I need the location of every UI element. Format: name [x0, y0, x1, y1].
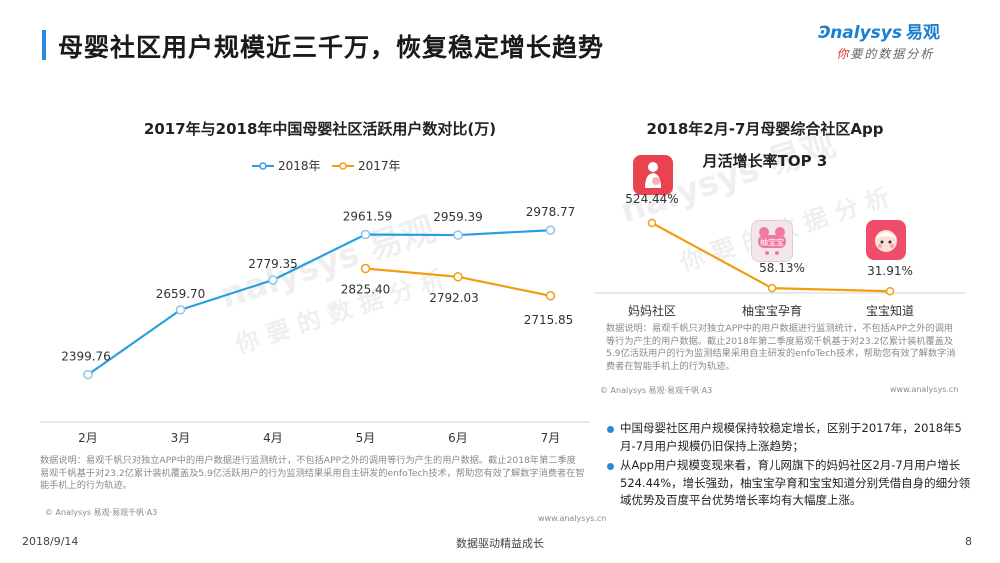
data-label: 2715.85	[524, 313, 574, 327]
baobao-zhidao-app-icon	[866, 220, 906, 260]
x-tick-label: 柚宝宝孕育	[742, 303, 802, 318]
right-chart-title-line1: 2018年2月-7月母婴综合社区App	[646, 120, 884, 138]
left-chart-title: 2017年与2018年中国母婴社区活跃用户数对比(万)	[143, 120, 497, 138]
left-line-chart: 2月 3月 4月 5月 6月 7月 2018年 2017年 2399.76 2659.70 2779…	[40, 159, 590, 445]
insight-bullets: 中国母婴社区用户规模保持较稳定增长，区别于2017年，2018年5月-7月用户规…	[606, 420, 978, 512]
data-label: 2779.35	[248, 257, 298, 271]
data-point	[453, 230, 463, 240]
x-tick-label: 妈妈社区	[628, 303, 676, 318]
logo-tagline-accent: 你	[836, 47, 851, 61]
growth-line	[651, 222, 891, 293]
left-source: © Analysys 易观·易观千帆·A3	[45, 508, 158, 517]
data-point	[647, 218, 657, 228]
data-point	[83, 369, 93, 380]
x-tick-label: 7月	[541, 431, 561, 445]
data-point	[360, 229, 371, 240]
logo-en: nalysys	[830, 23, 902, 43]
data-label: 2399.76	[61, 350, 111, 364]
footer-slogan: 数据驱动精益成长	[456, 537, 544, 550]
right-source: © Analysys 易观·易观千帆·A3	[600, 386, 713, 395]
insight-bullet: 中国母婴社区用户规模保持较稳定增长，区别于2017年，2018年5月-7月用户规…	[606, 420, 978, 455]
right-chart-title-line2: 月活增长率TOP 3	[702, 152, 828, 170]
data-point	[545, 225, 556, 235]
x-tick-label: 6月	[448, 431, 468, 445]
page-number: 8	[965, 535, 972, 548]
data-label: 2659.70	[156, 287, 206, 301]
x-tick-label: 4月	[263, 431, 283, 445]
series-line-2018年	[87, 229, 551, 376]
x-tick-label: 3月	[171, 431, 191, 445]
logo-tagline: 要的数据分析	[850, 47, 935, 61]
youbaobao-icon-text: 柚宝宝	[760, 237, 784, 247]
x-tick-label: 5月	[356, 431, 376, 445]
data-label: 2792.03	[429, 291, 479, 305]
legend-swatch-marker	[259, 162, 267, 170]
footer-date: 2018/9/14	[22, 535, 79, 548]
data-label: 2959.39	[433, 210, 483, 224]
data-point	[885, 286, 895, 296]
data-label: 31.91%	[867, 264, 913, 278]
mama-app-icon	[633, 155, 673, 195]
data-label: 524.44%	[625, 192, 678, 206]
logo-a-icon: Ꜿ	[818, 23, 831, 43]
x-tick-label: 宝宝知道	[866, 304, 914, 318]
data-point	[175, 305, 186, 315]
data-point	[545, 291, 556, 301]
data-point	[453, 272, 463, 282]
data-label: 2961.59	[343, 210, 393, 224]
right-source-url: www.analysys.cn	[890, 385, 959, 394]
legend-swatch-marker	[339, 162, 347, 170]
logo-cn: 易观	[906, 23, 940, 43]
right-chart-note: 数据说明：易观千帆只对独立APP中的用户数据进行监测统计，不包括APP之外的调用…	[606, 323, 956, 372]
left-source-url: www.analysys.cn	[538, 514, 607, 523]
data-point	[268, 275, 278, 285]
right-line-chart: 妈妈社区 柚宝宝孕育 宝宝知道 524.44% 58.13% 31.91%	[595, 192, 965, 318]
legend-label: 2017年	[358, 159, 401, 173]
legend-label: 2018年	[278, 159, 321, 173]
x-tick-label: 2月	[78, 431, 98, 445]
data-label: 2978.77	[526, 205, 576, 219]
page-title: 母婴社区用户规模近三千万，恢复稳定增长趋势	[58, 33, 605, 62]
data-label: 58.13%	[759, 261, 805, 275]
title-accent-bar	[42, 30, 46, 60]
youbaobao-app-icon: 柚宝宝	[751, 220, 793, 262]
data-point	[767, 283, 777, 293]
analysys-logo: Ꜿnalysys 易观 你要的数据分析	[818, 18, 940, 62]
data-label: 2825.40	[341, 282, 391, 296]
data-point	[360, 263, 371, 274]
left-chart-note: 数据说明：易观千帆只对独立APP中的用户数据进行监测统计，不包括APP之外的调用…	[40, 455, 585, 491]
insight-bullet: 从App用户规模变现来看，育儿网旗下的妈妈社区2月-7月用户增长524.44%，…	[606, 457, 978, 510]
